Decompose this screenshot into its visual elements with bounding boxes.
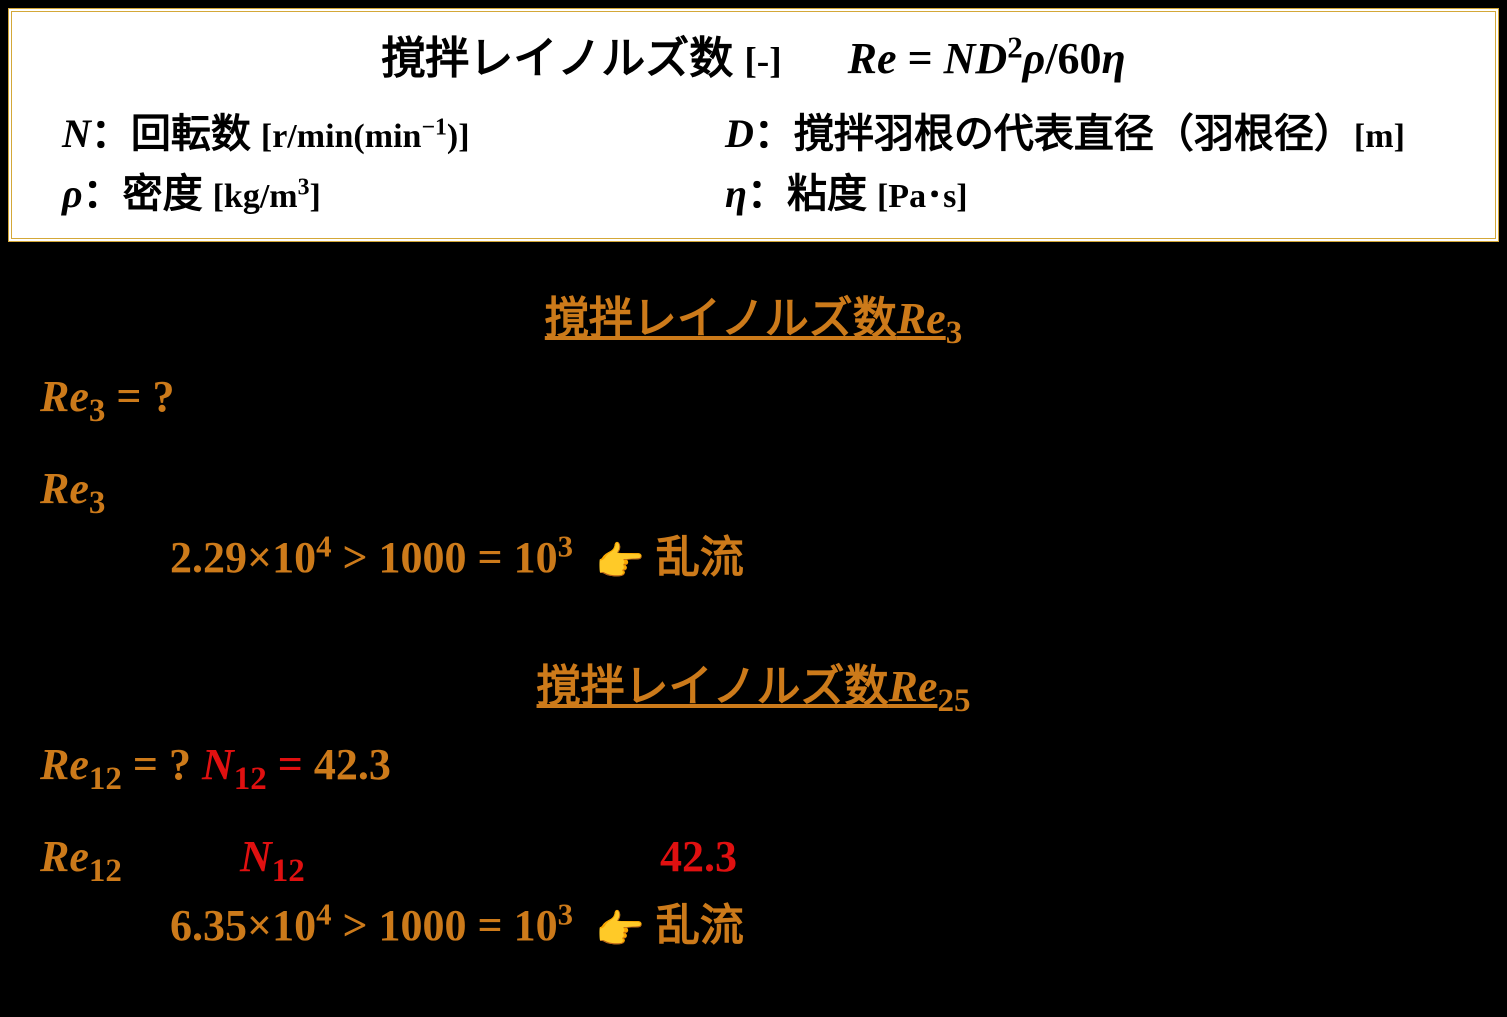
section1-result-pre: 2.29×10 xyxy=(170,533,316,582)
pointer-icon: 👉 xyxy=(595,902,645,958)
param-eta-sym: η xyxy=(725,171,747,216)
formula-rho: ρ xyxy=(1023,34,1046,83)
param-n-unit-open: [r/min(min xyxy=(261,118,422,155)
param-rho-unit-open: [kg/m xyxy=(213,178,298,215)
definition-unit: [-] xyxy=(744,41,781,82)
section1-title: 撹拌レイノルズ数Re3 xyxy=(40,282,1467,346)
section2-q-rest: = ? xyxy=(122,740,202,789)
section1-result-cmp: > 1000 = 10 xyxy=(331,533,557,582)
section2-result-exp: 4 xyxy=(316,898,331,932)
section2-title-pre: 撹拌レイノルズ数 xyxy=(537,662,889,711)
param-n-unit-close: )] xyxy=(447,118,470,155)
param-rho-sym: ρ xyxy=(62,171,83,216)
section1-question: Re3 = ? xyxy=(40,366,1467,428)
formula-eq: = xyxy=(897,34,944,83)
section1-ans-sub: 3 xyxy=(89,484,106,520)
section2-question: Re12 = ? N12 = 42.3 xyxy=(40,734,1467,796)
section2-result-pre: 6.35×10 xyxy=(170,901,316,950)
section2-title-sub: 25 xyxy=(937,683,970,719)
formula-d: D xyxy=(975,34,1007,83)
param-d: D：撹拌羽根の代表直径（羽根径）[m] xyxy=(725,104,1465,164)
param-d-unit: [m] xyxy=(1354,118,1405,155)
pointer-icon: 👉 xyxy=(595,534,645,590)
param-n: N：回転数 [r/min(min−1)] xyxy=(42,104,725,164)
formula-re: Re xyxy=(848,34,897,83)
section1-q-sub: 3 xyxy=(89,393,106,429)
section1-title-sym: Re xyxy=(897,294,946,343)
section1-q-rest: = ? xyxy=(105,372,174,421)
param-rho-unit-close: ] xyxy=(310,178,321,215)
definition-title-row: 撹拌レイノルズ数 [-] Re = ND2ρ/60η xyxy=(42,22,1465,86)
formula-eta: η xyxy=(1102,34,1126,83)
section1-q-sym: Re xyxy=(40,372,89,421)
param-eta: η：粘度 [Pa･s] xyxy=(725,164,1465,224)
section2-q-n-val: 42.3 xyxy=(314,740,391,789)
section1-title-sub: 3 xyxy=(946,315,963,351)
definition-params: N：回転数 [r/min(min−1)] D：撹拌羽根の代表直径（羽根径）[m]… xyxy=(42,104,1465,224)
section1-result: 2.29×104 > 1000 = 103 👉 乱流 xyxy=(40,527,1467,590)
section2-q-n-sub: 12 xyxy=(234,761,267,797)
param-d-sym: D xyxy=(725,111,754,156)
section1-ans-sym: Re xyxy=(40,464,89,513)
param-n-sym: N xyxy=(62,111,91,156)
definition-title: 撹拌レイノルズ数 xyxy=(381,34,733,83)
section1-result-cmp-exp: 3 xyxy=(558,530,573,564)
section2-ans-n-val: 42.3 xyxy=(660,826,860,888)
definition-box: 撹拌レイノルズ数 [-] Re = ND2ρ/60η N：回転数 [r/min(… xyxy=(8,8,1499,242)
param-eta-unit: [Pa･s] xyxy=(877,178,968,215)
section2-title-sym: Re xyxy=(889,662,938,711)
section2-q-n-sym: N xyxy=(202,740,234,789)
section2-flow: 乱流 xyxy=(645,901,744,950)
section2-title: 撹拌レイノルズ数Re25 xyxy=(40,650,1467,714)
param-d-label: ：撹拌羽根の代表直径（羽根径） xyxy=(754,111,1354,156)
section1-title-pre: 撹拌レイノルズ数 xyxy=(545,294,897,343)
section2-q-sub: 12 xyxy=(89,761,122,797)
main-content: 撹拌レイノルズ数Re3 Re3 = ? Re3 2.29×104 > 1000 … xyxy=(0,262,1507,976)
section2-ans-sub: 12 xyxy=(89,852,122,888)
param-rho: ρ：密度 [kg/m3] xyxy=(42,164,725,224)
param-rho-unit-exp: 3 xyxy=(298,175,310,201)
section2-ans-n-sym: N xyxy=(240,832,272,881)
param-eta-label: ：粘度 xyxy=(747,171,877,216)
section2-result-cmp: > 1000 = 10 xyxy=(331,901,557,950)
param-n-label: ：回転数 xyxy=(91,111,261,156)
section2-result-cmp-exp: 3 xyxy=(558,898,573,932)
section1-flow: 乱流 xyxy=(645,533,744,582)
section2-result: 6.35×104 > 1000 = 103 👉 乱流 xyxy=(40,895,1467,958)
formula-div: /60 xyxy=(1045,34,1101,83)
section2-q-sym: Re xyxy=(40,740,89,789)
formula-n: N xyxy=(944,34,976,83)
param-n-unit-exp: −1 xyxy=(421,115,446,141)
param-rho-label: ：密度 xyxy=(83,171,213,216)
formula-d-exp: 2 xyxy=(1007,30,1022,64)
section2-ans-n-sub: 12 xyxy=(272,852,305,888)
section1-answer-sym-line: Re3 xyxy=(40,458,1467,520)
section2-q-n-eq: = xyxy=(267,740,314,789)
section2-answer-sym-line: Re12 N12 42.3 xyxy=(40,826,1467,888)
section2-ans-sym: Re xyxy=(40,832,89,881)
section1-result-exp: 4 xyxy=(316,530,331,564)
